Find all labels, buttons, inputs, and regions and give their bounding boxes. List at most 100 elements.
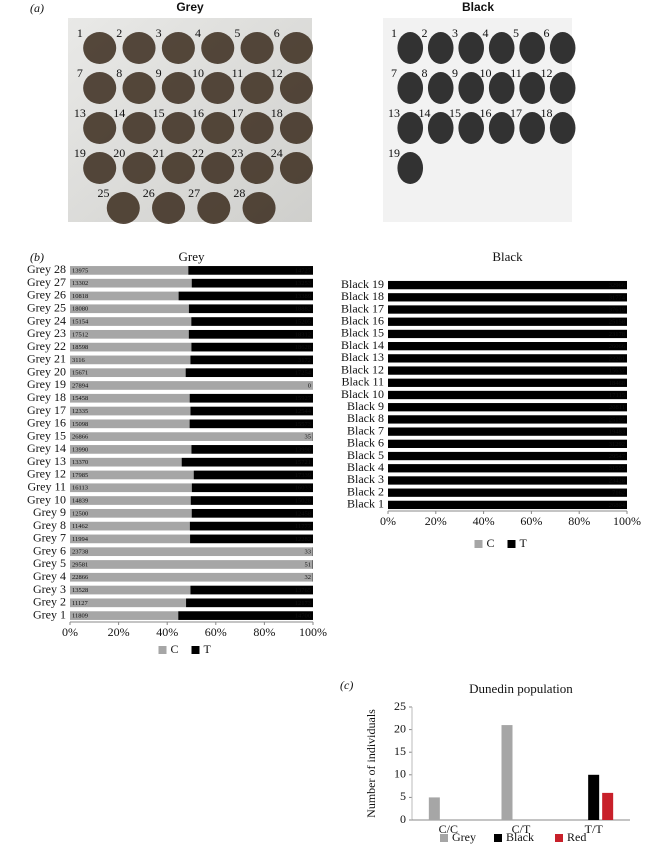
bar-segment <box>70 598 187 608</box>
bar-segment <box>181 457 313 467</box>
photo-number: 21 <box>153 146 165 160</box>
ear-shape <box>197 192 231 224</box>
data-label: 7162 <box>612 490 625 497</box>
bar-segment <box>191 483 313 493</box>
data-label: 32 <box>305 574 312 581</box>
data-label: 18882 <box>295 306 311 313</box>
legend-label: T <box>520 536 528 550</box>
y-tick-label: Black 6 <box>347 436 384 450</box>
x-tick-label: 20% <box>108 625 130 639</box>
data-label: 18312 <box>295 331 311 338</box>
y-tick-label: Black 11 <box>341 375 384 389</box>
bar-segment <box>188 329 313 339</box>
y-tick-label: Black 8 <box>347 411 384 425</box>
data-label: 18598 <box>72 344 88 351</box>
data-label: 3116 <box>72 357 86 364</box>
photo-title: Grey <box>176 0 204 14</box>
ear-shape <box>201 112 235 144</box>
chart-title: Grey <box>179 249 205 264</box>
data-label: 10818 <box>72 293 88 300</box>
bar-segment <box>70 304 189 314</box>
data-label: 16033 <box>295 485 311 492</box>
photo-number: 16 <box>480 106 492 120</box>
photo-number: 8 <box>422 66 428 80</box>
bar-segment <box>70 342 192 352</box>
data-label: 14727 <box>295 267 312 274</box>
data-label: 27894 <box>72 382 89 389</box>
y-tick-label: Black 2 <box>347 484 384 498</box>
bar-segment <box>70 508 192 518</box>
photo-number: 13 <box>388 106 400 120</box>
bar-segment <box>388 317 627 326</box>
bar-segment <box>70 611 179 620</box>
ear-shape <box>549 72 576 104</box>
photo-number: 11 <box>510 66 522 80</box>
ear-shape <box>488 112 515 144</box>
data-label: 15637 <box>609 368 626 375</box>
photo-number: 1 <box>391 26 397 40</box>
data-label: 31292 <box>609 441 625 448</box>
y-tick-label: Grey 22 <box>27 339 66 353</box>
bar <box>588 774 600 820</box>
y-tick-label: Grey 21 <box>27 352 66 366</box>
y-tick-label: 5 <box>400 789 406 803</box>
ear-shape <box>122 152 156 184</box>
data-label: 11127 <box>72 600 89 607</box>
y-tick-label: Grey 3 <box>33 582 66 596</box>
bar-segment <box>189 521 313 531</box>
photo-number: 9 <box>452 66 458 80</box>
photo-number: 6 <box>543 26 549 40</box>
x-tick-label: 0% <box>62 625 78 639</box>
y-tick-label: Grey 8 <box>33 518 66 532</box>
data-label: 13370 <box>72 459 88 466</box>
ear-shape <box>161 32 195 64</box>
photo-number: 10 <box>192 66 204 80</box>
ear-shape <box>83 112 117 144</box>
data-label: 13302 <box>72 280 88 287</box>
x-tick-label: 0% <box>380 514 396 528</box>
data-label: 12458 <box>295 510 311 517</box>
photo-number: 12 <box>271 66 283 80</box>
data-label: 16113 <box>72 485 88 492</box>
bar-segment <box>388 390 627 400</box>
data-label: 14839 <box>72 498 88 505</box>
y-tick-label: Grey 23 <box>27 326 66 340</box>
bar-segment <box>70 585 191 595</box>
bar-segment <box>388 500 627 510</box>
bar-segment <box>70 278 192 288</box>
legend-label: Grey <box>452 830 476 844</box>
data-label: 35 <box>305 434 312 441</box>
data-label: 18628 <box>295 344 311 351</box>
x-tick-label: 40% <box>473 514 495 528</box>
legend-label: Red <box>567 830 586 844</box>
data-label: 15573 <box>295 421 311 428</box>
ear-shape <box>397 72 424 104</box>
data-label: 13765 <box>295 587 311 594</box>
photo-number: 24 <box>271 146 283 160</box>
y-tick-label: Grey 11 <box>27 480 66 494</box>
y-tick-label: Grey 14 <box>27 441 66 455</box>
y-tick-label: Grey 4 <box>33 569 66 583</box>
data-label: 29581 <box>72 561 88 568</box>
photo-number: 16 <box>192 106 204 120</box>
data-label: 37619 <box>609 307 625 314</box>
photo-title: Black <box>462 0 494 14</box>
legend-swatch <box>191 646 200 654</box>
photo-number: 5 <box>234 26 240 40</box>
photo-number: 17 <box>231 106 243 120</box>
legend-swatch <box>494 834 502 842</box>
bar-segment <box>193 470 313 480</box>
data-label: 23738 <box>72 549 88 556</box>
y-tick-label: Black 5 <box>347 448 384 462</box>
data-label: 11809 <box>72 613 88 620</box>
bar-segment <box>388 366 627 375</box>
data-label: 12335 <box>72 408 88 415</box>
ear-shape <box>201 72 235 104</box>
x-tick-label: 60% <box>520 514 542 528</box>
y-axis-label: Number of individuals <box>364 709 378 818</box>
ear-shape <box>397 32 424 64</box>
legend-swatch <box>440 834 448 842</box>
bar-segment <box>191 508 313 518</box>
data-label: 29547 <box>609 453 626 460</box>
